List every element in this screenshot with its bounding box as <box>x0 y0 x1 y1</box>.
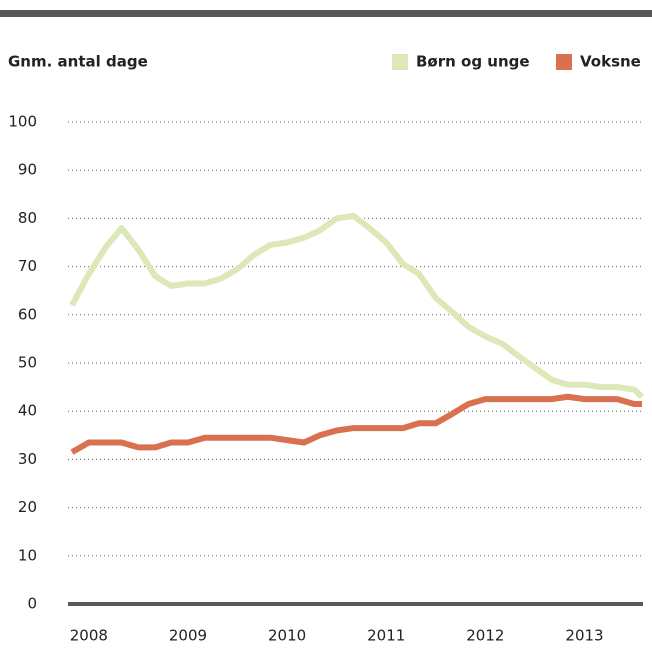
y-tick-label: 20 <box>18 498 37 516</box>
line-series <box>69 212 645 399</box>
y-axis-label: Gnm. antal dage <box>8 53 148 71</box>
x-tick-label: 2009 <box>169 627 207 645</box>
x-tick-label: 2010 <box>268 627 306 645</box>
y-tick-label: 100 <box>8 113 37 131</box>
y-tick-label: 10 <box>18 546 37 564</box>
legend-swatch <box>556 54 572 70</box>
y-tick-label: 40 <box>18 402 37 420</box>
legend-label: Voksne <box>580 53 641 71</box>
x-tick-label: 2008 <box>70 627 108 645</box>
y-tick-label: 90 <box>18 161 37 179</box>
legend-swatch <box>392 54 408 70</box>
legend-label: Børn og unge <box>416 53 530 71</box>
y-tick-label: 50 <box>18 354 37 372</box>
x-tick-label: 2013 <box>565 627 603 645</box>
x-tick-label: 2011 <box>367 627 405 645</box>
line-series <box>70 393 642 455</box>
top-bar <box>0 10 652 17</box>
y-tick-label: 0 <box>27 595 37 613</box>
x-tick-label: 2012 <box>466 627 504 645</box>
y-tick-label: 80 <box>18 209 37 227</box>
y-tick-label: 70 <box>18 257 37 275</box>
y-tick-label: 30 <box>18 450 37 468</box>
y-tick-label: 60 <box>18 305 37 323</box>
